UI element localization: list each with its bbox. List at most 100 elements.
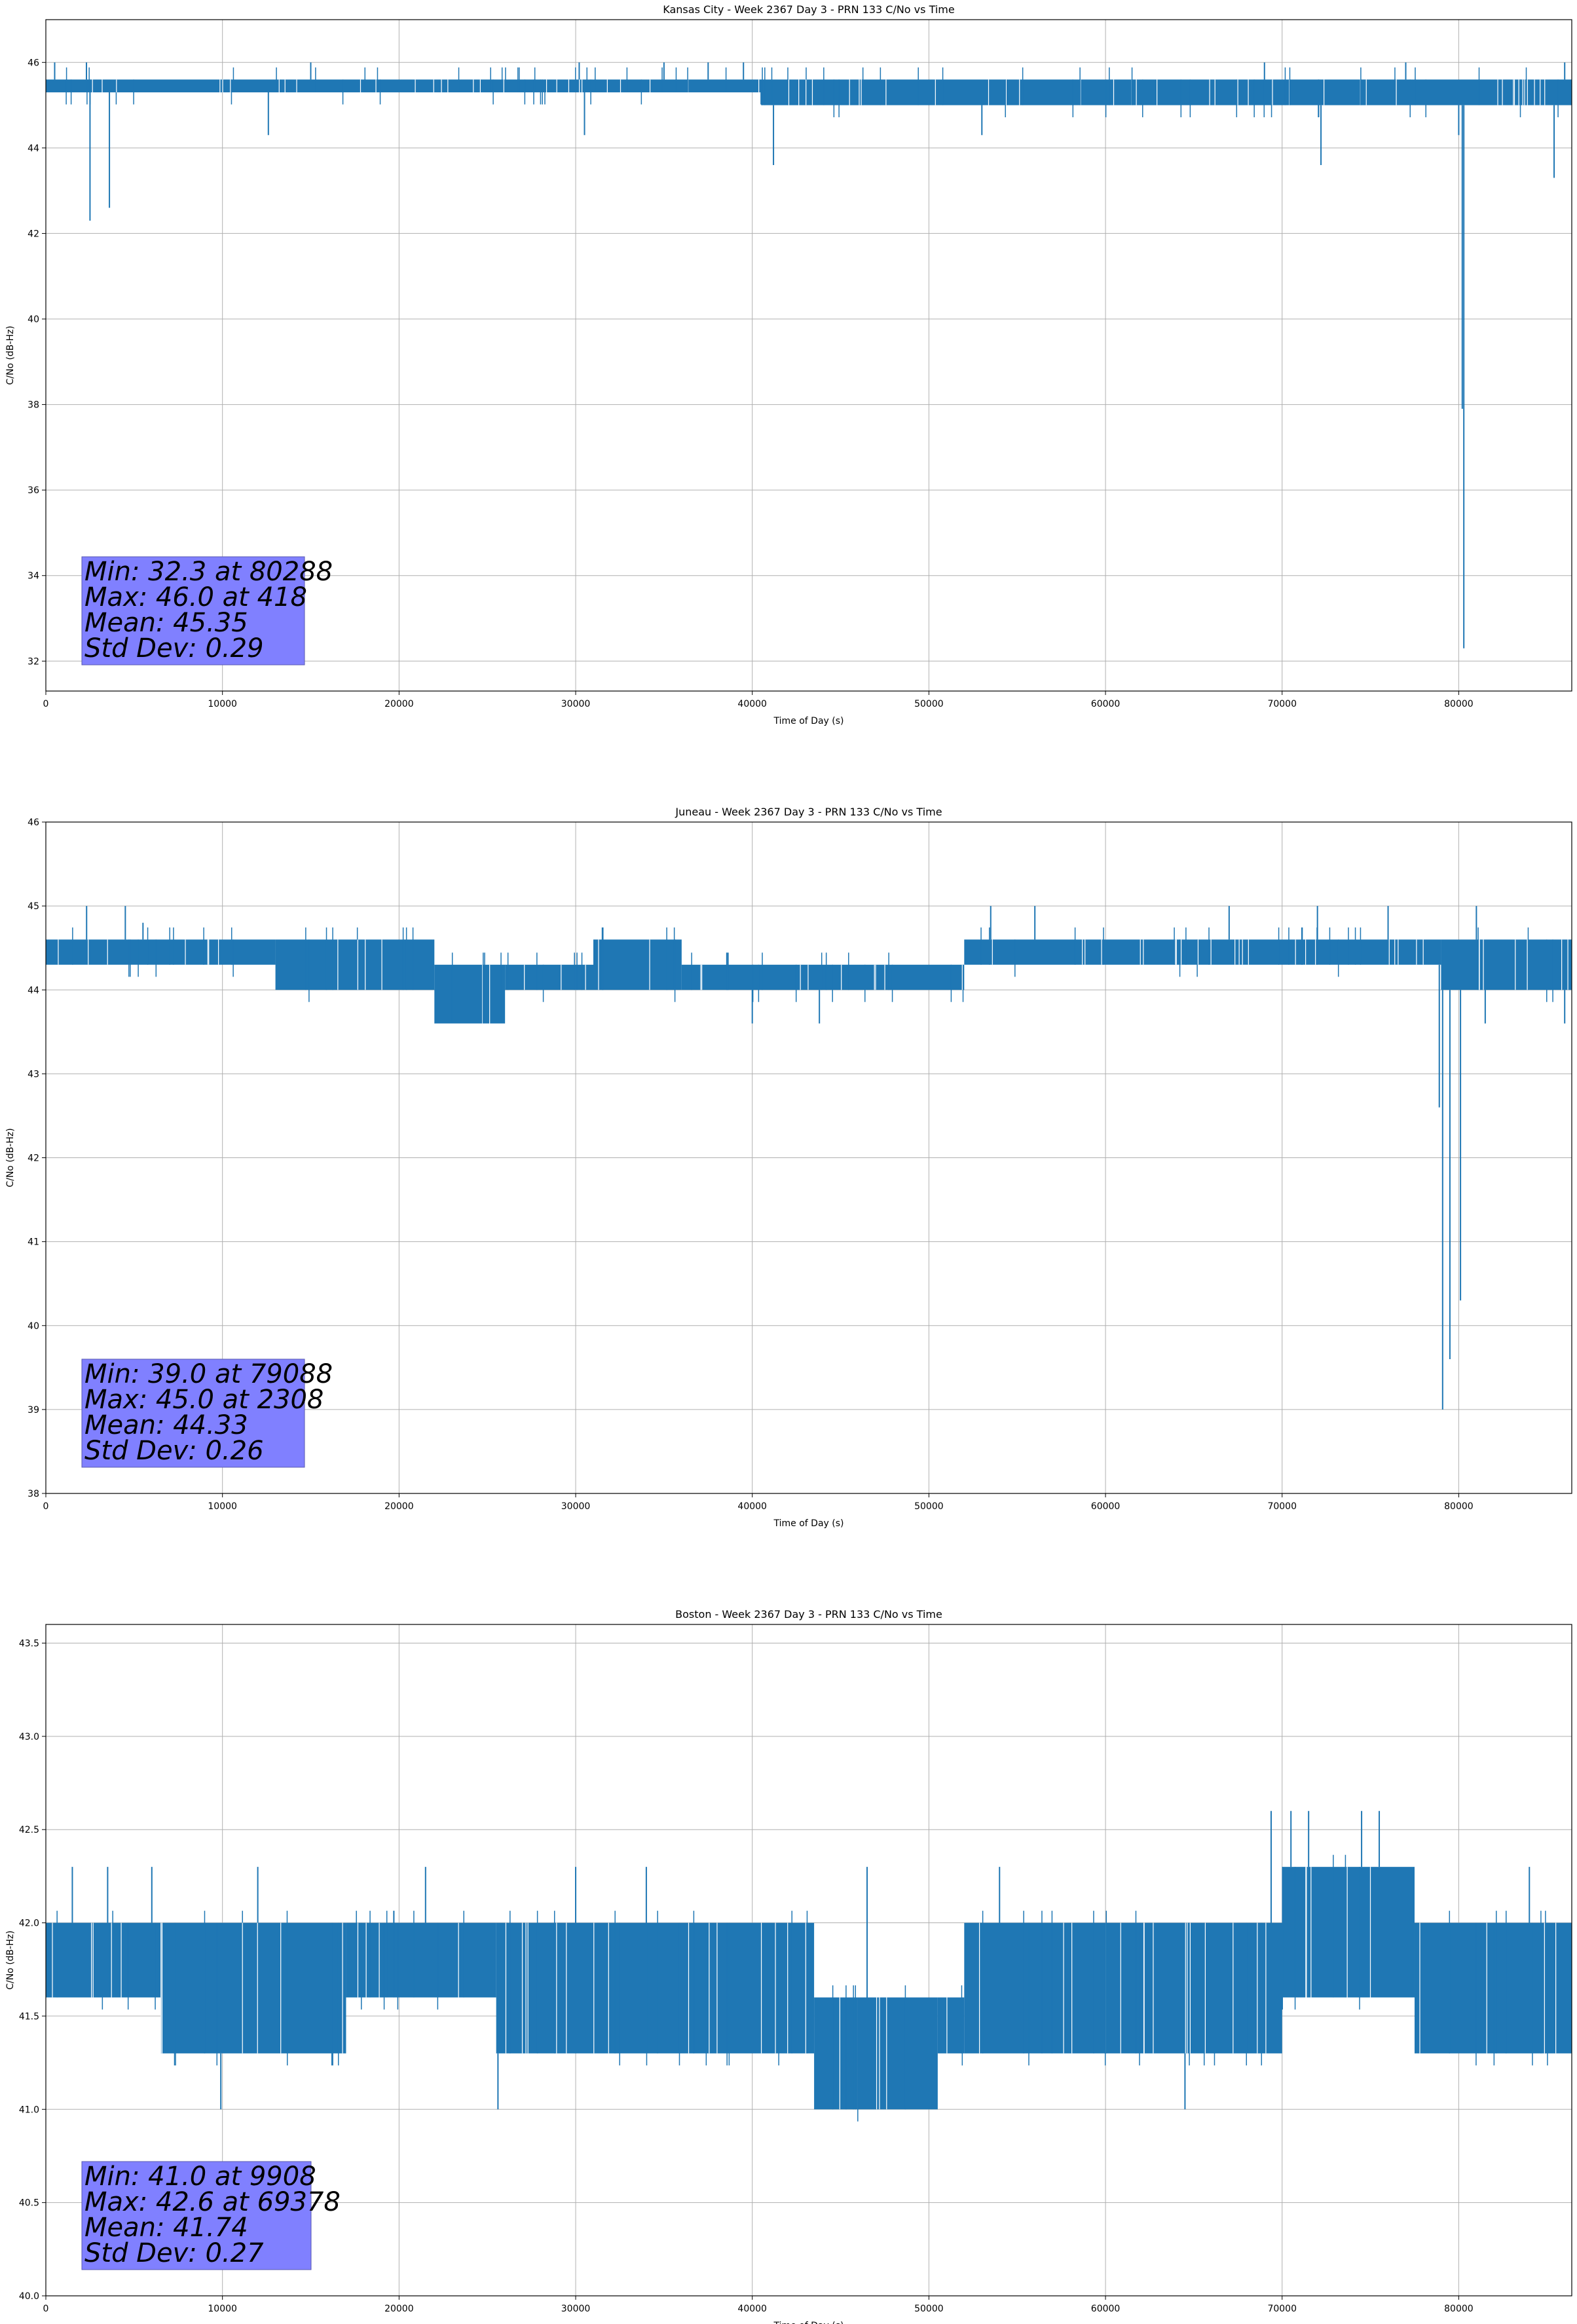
data-band-segment xyxy=(761,79,1572,105)
stats-text-line: Mean: 44.33 xyxy=(84,1410,248,1440)
y-tick-label: 42.0 xyxy=(19,1919,39,1929)
stats-box xyxy=(81,2161,312,2270)
x-tick-label: 0 xyxy=(43,2304,49,2314)
y-tick-label: 42 xyxy=(28,1153,39,1164)
x-tick-label: 50000 xyxy=(914,1501,944,1512)
plot-frame xyxy=(45,19,1572,692)
x-tick-label: 20000 xyxy=(384,2304,414,2314)
data-band-segment xyxy=(593,939,682,990)
x-tick-label: 60000 xyxy=(1091,699,1121,709)
y-tick-label: 39 xyxy=(28,1405,39,1415)
x-axis-label: Time of Day (s) xyxy=(773,716,844,726)
x-tick-label: 40000 xyxy=(737,2304,767,2314)
x-axis-label: Time of Day (s) xyxy=(773,1518,844,1529)
y-tick-label: 41.5 xyxy=(19,2012,39,2022)
data-band-segment xyxy=(46,1922,161,1998)
x-tick-label: 30000 xyxy=(561,1501,591,1512)
x-tick-label: 60000 xyxy=(1091,2304,1121,2314)
x-tick-label: 30000 xyxy=(561,2304,591,2314)
x-axis-label: Time of Day (s) xyxy=(773,2321,844,2324)
y-axis-label: C/No (dB-Hz) xyxy=(5,1930,16,1989)
stats-box xyxy=(81,556,305,665)
data-band-segment xyxy=(1282,1867,1415,1998)
y-tick-label: 43.5 xyxy=(19,1638,39,1649)
data-band-segment xyxy=(434,964,506,1024)
x-tick-label: 80000 xyxy=(1444,2304,1474,2314)
data-band-segment xyxy=(496,1922,815,2053)
data-band-segment xyxy=(46,79,762,92)
stats-box xyxy=(81,1359,305,1468)
y-axis-label: C/No (dB-Hz) xyxy=(5,1128,16,1187)
y-tick-label: 38 xyxy=(28,1489,39,1499)
stats-text-line: Mean: 45.35 xyxy=(84,608,248,638)
y-tick-label: 42.5 xyxy=(19,1825,39,1835)
stats-text-line: Mean: 41.74 xyxy=(84,2213,248,2243)
data-band-segment xyxy=(964,939,1441,965)
stats-text-line: Std Dev: 0.29 xyxy=(84,633,264,664)
y-tick-label: 42 xyxy=(28,229,39,239)
x-tick-label: 80000 xyxy=(1444,699,1474,709)
data-band-segment xyxy=(346,1922,496,1998)
data-band-segment xyxy=(1414,1922,1572,2053)
plot-frame xyxy=(45,1624,1572,2296)
x-tick-label: 70000 xyxy=(1267,699,1297,709)
y-axis-label: C/No (dB-Hz) xyxy=(5,326,16,384)
y-tick-label: 40 xyxy=(28,314,39,325)
x-tick-label: 20000 xyxy=(384,699,414,709)
x-tick-label: 40000 xyxy=(737,699,767,709)
stats-text-line: Min: 41.0 at 9908 xyxy=(84,2162,316,2192)
data-band-segment xyxy=(505,964,593,990)
y-tick-label: 36 xyxy=(28,485,39,496)
stats-text-line: Min: 39.0 at 79088 xyxy=(84,1359,333,1389)
x-tick-label: 0 xyxy=(43,1501,49,1512)
y-tick-label: 34 xyxy=(28,571,39,582)
x-tick-label: 10000 xyxy=(208,2304,237,2314)
y-tick-label: 32 xyxy=(28,656,39,667)
x-tick-label: 40000 xyxy=(737,1501,767,1512)
stats-text-line: Max: 46.0 at 418 xyxy=(84,582,307,612)
y-tick-label: 40.0 xyxy=(19,2291,39,2302)
x-tick-label: 70000 xyxy=(1267,2304,1297,2314)
x-tick-label: 50000 xyxy=(914,2304,944,2314)
x-tick-label: 10000 xyxy=(208,1501,237,1512)
x-tick-label: 10000 xyxy=(208,699,237,709)
data-band-segment xyxy=(814,1997,938,2110)
stats-text-line: Std Dev: 0.27 xyxy=(84,2238,264,2268)
y-tick-label: 44 xyxy=(28,143,39,154)
chart-kansas-city: Kansas City - Week 2367 Day 3 - PRN 133 … xyxy=(5,3,1572,726)
chart-boston: Boston - Week 2367 Day 3 - PRN 133 C/No … xyxy=(5,1608,1572,2324)
y-tick-label: 46 xyxy=(28,817,39,828)
data-band-segment xyxy=(275,939,435,990)
y-tick-label: 40 xyxy=(28,1321,39,1332)
y-tick-label: 44 xyxy=(28,985,39,996)
y-tick-label: 43.0 xyxy=(19,1732,39,1742)
data-band-segment xyxy=(964,1922,1282,2053)
x-tick-label: 70000 xyxy=(1267,1501,1297,1512)
x-tick-label: 20000 xyxy=(384,1501,414,1512)
data-band-segment xyxy=(1441,939,1572,990)
x-tick-label: 50000 xyxy=(914,699,944,709)
y-tick-label: 40.5 xyxy=(19,2198,39,2209)
chart-title: Boston - Week 2367 Day 3 - PRN 133 C/No … xyxy=(675,1608,942,1621)
chart-title: Kansas City - Week 2367 Day 3 - PRN 133 … xyxy=(663,3,954,16)
y-tick-label: 41.0 xyxy=(19,2105,39,2115)
x-tick-label: 60000 xyxy=(1091,1501,1121,1512)
data-band-segment xyxy=(681,964,965,990)
stats-text-line: Std Dev: 0.26 xyxy=(84,1436,264,1466)
stats-text-line: Max: 42.6 at 69378 xyxy=(84,2187,341,2217)
x-tick-label: 30000 xyxy=(561,699,591,709)
stats-text-line: Min: 32.3 at 80288 xyxy=(84,557,333,587)
y-tick-label: 38 xyxy=(28,400,39,411)
chart-title: Juneau - Week 2367 Day 3 - PRN 133 C/No … xyxy=(675,806,942,818)
data-band-segment xyxy=(937,1997,965,2053)
y-tick-label: 43 xyxy=(28,1069,39,1079)
chart-juneau: Juneau - Week 2367 Day 3 - PRN 133 C/No … xyxy=(5,806,1572,1529)
y-tick-label: 41 xyxy=(28,1237,39,1248)
x-tick-label: 80000 xyxy=(1444,1501,1474,1512)
stats-text-line: Max: 45.0 at 2308 xyxy=(84,1385,324,1415)
x-tick-label: 0 xyxy=(43,699,49,709)
y-tick-label: 45 xyxy=(28,901,39,912)
data-band-segment xyxy=(46,939,276,965)
data-band-segment xyxy=(160,1922,346,2053)
